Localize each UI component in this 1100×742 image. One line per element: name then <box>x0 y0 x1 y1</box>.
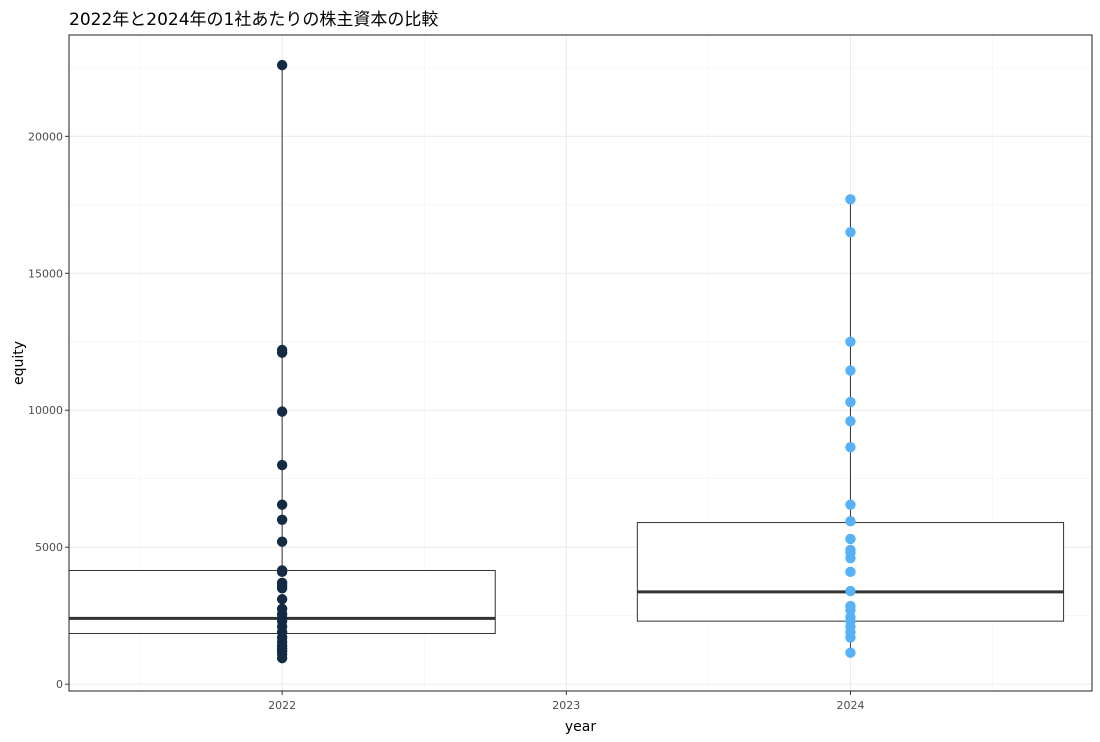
x-tick-label: 2022 <box>268 699 296 712</box>
x-tick-label: 2024 <box>836 699 864 712</box>
y-tick-label: 20000 <box>28 130 63 143</box>
data-point <box>845 227 856 238</box>
data-point <box>845 585 856 597</box>
data-point <box>845 416 856 427</box>
data-point <box>276 566 288 578</box>
data-point <box>276 459 288 471</box>
y-tick-label: 10000 <box>28 404 63 417</box>
axis-layer: 2022 2023 2024 0 5000 10000 15000 20000 <box>28 130 864 712</box>
chart-title: 2022年と2024年の1社あたりの株主資本の比較 <box>69 10 438 30</box>
data-point <box>276 499 288 510</box>
y-tick-label: 5000 <box>35 541 63 554</box>
data-point <box>276 536 288 547</box>
data-point <box>845 194 856 205</box>
data-point <box>845 336 856 347</box>
data-point <box>845 515 856 527</box>
data-point <box>276 406 288 417</box>
data-point <box>845 365 856 376</box>
data-point <box>276 583 288 594</box>
panel-border <box>68 34 1093 692</box>
data-point <box>845 632 856 643</box>
point-layer <box>276 59 856 664</box>
data-point <box>845 566 856 578</box>
data-point <box>845 533 856 545</box>
x-tick-label: 2023 <box>552 699 580 712</box>
y-tick-label: 0 <box>56 678 63 691</box>
data-point <box>276 594 288 605</box>
data-point <box>845 442 856 453</box>
data-point <box>276 59 288 71</box>
data-point <box>845 396 856 408</box>
y-tick-label: 15000 <box>28 267 63 280</box>
x-axis-title: year <box>565 719 596 735</box>
data-point <box>845 647 856 658</box>
data-point <box>845 552 856 564</box>
data-point <box>276 347 288 358</box>
data-point <box>276 514 288 526</box>
data-point <box>276 652 288 664</box>
y-axis-title: equity <box>11 341 27 385</box>
data-point <box>845 499 856 510</box>
